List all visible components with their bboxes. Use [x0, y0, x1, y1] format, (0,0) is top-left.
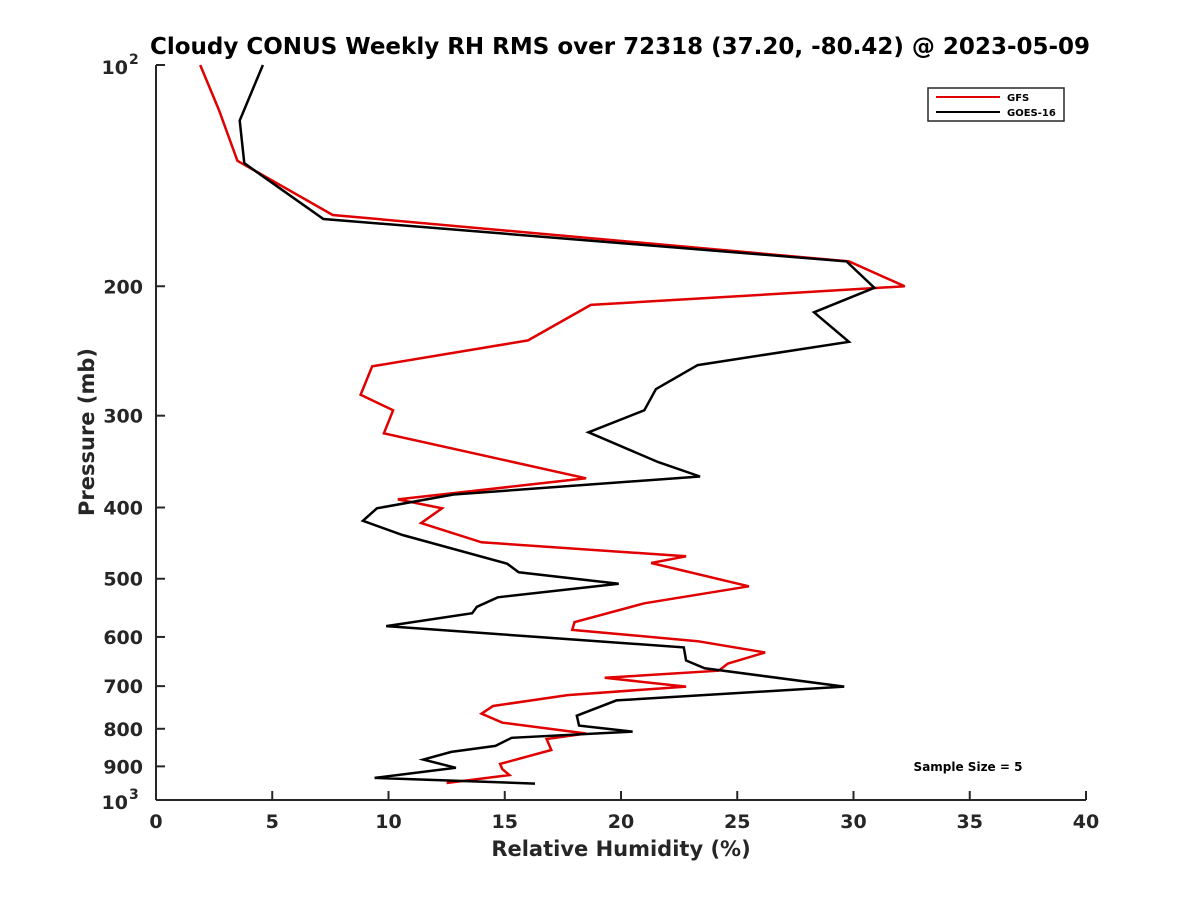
legend-label-gfs: GFS	[1007, 93, 1029, 104]
y-tick-label: 700	[103, 676, 143, 698]
x-tick-label: 15	[492, 811, 518, 833]
x-tick-label: 25	[724, 811, 750, 833]
plot-area: 0 5 10 15 20 25 30 35 40 10 220030040050060070080…	[102, 52, 1100, 833]
x-tick-label: 0	[149, 811, 162, 833]
legend: GFS GOES-16	[927, 87, 1065, 122]
chart-title: Cloudy CONUS Weekly RH RMS over 72318 (3…	[150, 34, 1090, 60]
y-tick-label: 600	[103, 627, 143, 649]
sample-size-annotation: Sample Size = 5	[914, 760, 1023, 774]
x-tick-label: 5	[266, 811, 279, 833]
y-tick-exponent: 3	[129, 787, 139, 803]
y-tick-label: 300	[103, 406, 143, 428]
y-tick-label: 200	[103, 276, 143, 298]
y-tick-label: 10	[102, 57, 128, 79]
series-layer	[199, 64, 906, 785]
series-line-gfs	[199, 64, 906, 785]
axes-background	[156, 65, 1086, 800]
legend-label-goes-16: GOES-16	[1007, 108, 1056, 119]
x-tick-label: 30	[840, 811, 866, 833]
x-tick-label: 40	[1073, 811, 1099, 833]
y-tick-label: 10	[102, 792, 128, 814]
y-tick-label: 900	[103, 756, 143, 778]
x-axis-label: Relative Humidity (%)	[491, 837, 750, 861]
series-line-goes-16	[238, 64, 877, 785]
y-tick-label: 400	[103, 498, 143, 520]
x-ticks: 0 5 10 15 20 25 30 35 40	[149, 791, 1099, 833]
x-tick-label: 35	[957, 811, 983, 833]
y-tick-exponent: 2	[129, 52, 139, 68]
y-tick-label: 800	[103, 719, 143, 741]
legend-box	[927, 87, 1065, 122]
x-tick-label: 20	[608, 811, 634, 833]
y-axis-label: Pressure (mb)	[75, 348, 99, 516]
x-tick-label: 10	[375, 811, 401, 833]
y-tick-label: 500	[103, 569, 143, 591]
